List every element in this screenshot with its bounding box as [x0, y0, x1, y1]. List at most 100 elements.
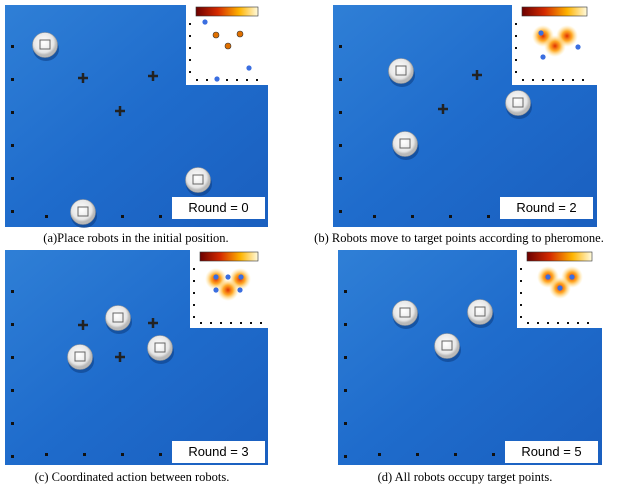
inset-tick	[236, 79, 238, 81]
pheromone	[213, 32, 219, 38]
inset-tick	[220, 322, 222, 324]
floor-marker	[416, 453, 419, 456]
inset-tick	[189, 59, 191, 61]
inset-tick	[547, 322, 549, 324]
inset-tick	[520, 316, 522, 318]
robot-dot	[246, 65, 251, 70]
inset-tick	[189, 35, 191, 37]
inset-tick	[250, 322, 252, 324]
round-label: Round = 0	[188, 200, 248, 215]
inset-tick	[193, 316, 195, 318]
robot-dot	[225, 274, 230, 279]
floor-marker	[121, 453, 124, 456]
robot-dot	[545, 274, 550, 279]
floor-marker	[339, 45, 342, 48]
floor-marker	[11, 389, 14, 392]
floor-marker	[344, 356, 347, 359]
inset-tick	[515, 47, 517, 49]
figure: Round = 0 (a)Place robots in the initial …	[0, 0, 634, 491]
panel: Round = 0 (a)Place robots in the initial …	[5, 5, 268, 245]
floor-marker	[411, 215, 414, 218]
floor-marker	[487, 215, 490, 218]
inset-tick	[246, 79, 248, 81]
caption: (c) Coordinated action between robots.	[35, 470, 230, 484]
floor-marker	[344, 455, 347, 458]
inset-tick	[520, 280, 522, 282]
floor-marker	[11, 290, 14, 293]
inset-tick	[515, 59, 517, 61]
inset-tick	[193, 280, 195, 282]
round-label: Round = 3	[188, 444, 248, 459]
floor-marker	[449, 215, 452, 218]
floor-marker	[11, 323, 14, 326]
robot	[393, 132, 418, 157]
round-label: Round = 5	[521, 444, 581, 459]
robot	[71, 200, 96, 225]
inset-tick	[189, 71, 191, 73]
robot-dot	[538, 30, 543, 35]
robot-dot	[238, 274, 243, 279]
robot-dot	[540, 54, 545, 59]
round-label: Round = 2	[516, 200, 576, 215]
robot	[33, 33, 58, 58]
floor-marker	[339, 177, 342, 180]
floor-marker	[11, 111, 14, 114]
inset-tick	[562, 79, 564, 81]
robot-dot	[557, 285, 562, 290]
caption: (b) Robots move to target points accordi…	[314, 231, 604, 245]
floor-marker	[83, 453, 86, 456]
panels: Round = 0 (a)Place robots in the initial …	[5, 5, 604, 484]
floor-marker	[344, 422, 347, 425]
robot	[106, 306, 131, 331]
inset-tick	[240, 322, 242, 324]
inset-tick	[256, 79, 258, 81]
inset-tick	[189, 47, 191, 49]
pheromone	[225, 43, 231, 49]
robot-dot	[575, 44, 580, 49]
colorbar	[196, 7, 258, 16]
floor-marker	[45, 215, 48, 218]
inset-tick	[527, 322, 529, 324]
robot	[506, 91, 531, 116]
inset-tick	[532, 79, 534, 81]
floor-marker	[159, 215, 162, 218]
robot	[393, 301, 418, 326]
inset-tick	[226, 79, 228, 81]
inset-tick	[572, 79, 574, 81]
floor-marker	[11, 144, 14, 147]
floor-marker	[373, 215, 376, 218]
caption: (a)Place robots in the initial position.	[43, 231, 228, 245]
floor-marker	[344, 290, 347, 293]
floor-marker	[344, 323, 347, 326]
robot-dot	[213, 274, 218, 279]
robot	[148, 336, 173, 361]
floor-marker	[121, 215, 124, 218]
robot	[435, 334, 460, 359]
inset-tick	[515, 23, 517, 25]
panel: Round = 3 (c) Coordinated action between …	[5, 250, 268, 484]
inset-tick	[515, 35, 517, 37]
inset-tick	[587, 322, 589, 324]
caption: (d) All robots occupy target points.	[378, 470, 553, 484]
inset-tick	[193, 304, 195, 306]
floor-marker	[454, 453, 457, 456]
floor-marker	[11, 455, 14, 458]
floor-marker	[339, 144, 342, 147]
inset-tick	[210, 322, 212, 324]
colorbar	[527, 252, 592, 261]
pheromone	[237, 31, 243, 37]
floor-marker	[11, 210, 14, 213]
inset-tick	[200, 322, 202, 324]
robot-dot	[202, 19, 207, 24]
floor-marker	[378, 453, 381, 456]
inset-tick	[542, 79, 544, 81]
floor-marker	[11, 356, 14, 359]
floor-marker	[45, 453, 48, 456]
panel: Round = 5 (d) All robots occupy target po…	[338, 250, 602, 484]
colorbar	[522, 7, 587, 16]
floor-marker	[344, 389, 347, 392]
robot-dot	[569, 274, 574, 279]
pheromone	[544, 35, 566, 57]
floor-marker	[11, 78, 14, 81]
panel: Round = 2 (b) Robots move to target point…	[314, 5, 604, 245]
